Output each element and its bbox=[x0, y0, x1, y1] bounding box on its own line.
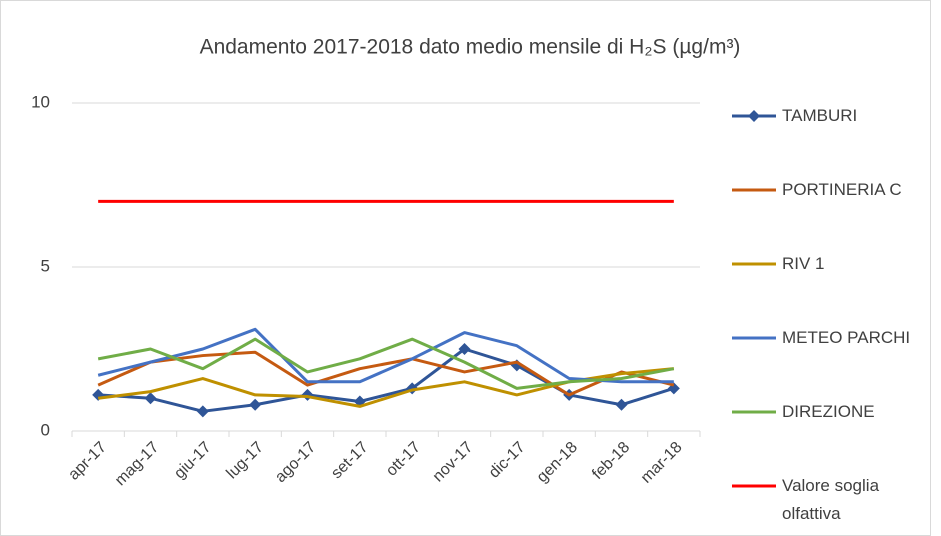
legend-label: TAMBURI bbox=[782, 106, 858, 125]
legend-marker bbox=[748, 110, 760, 122]
y-tick-label: 0 bbox=[41, 420, 50, 439]
legend-label: DIREZIONE bbox=[782, 402, 875, 421]
marker bbox=[458, 343, 471, 355]
y-tick-label: 10 bbox=[31, 92, 50, 111]
chart-title: Andamento 2017-2018 dato medio mensile d… bbox=[200, 36, 741, 59]
series-line bbox=[97, 350, 675, 397]
series-line bbox=[98, 347, 675, 413]
y-tick-label: 5 bbox=[41, 256, 50, 275]
legend-label: PORTINERIA C bbox=[782, 180, 902, 199]
legend-label: RIV 1 bbox=[782, 254, 825, 273]
series-line bbox=[97, 337, 675, 390]
marker bbox=[615, 398, 628, 411]
legend-label: Valore soglia olfattiva bbox=[782, 476, 880, 523]
series-line bbox=[97, 327, 674, 384]
marker bbox=[196, 405, 209, 418]
legend-label: METEO PARCHI bbox=[782, 328, 911, 347]
marker bbox=[144, 392, 157, 405]
marker bbox=[249, 398, 262, 411]
